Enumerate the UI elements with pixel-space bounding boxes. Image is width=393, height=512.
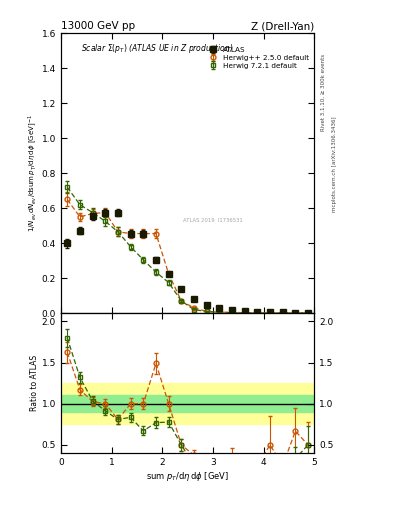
Y-axis label: Ratio to ATLAS: Ratio to ATLAS bbox=[30, 355, 39, 411]
Text: Z (Drell-Yan): Z (Drell-Yan) bbox=[251, 21, 314, 31]
X-axis label: sum $p_{T}/\mathrm{d}\eta\, \mathrm{d}\phi$ [GeV]: sum $p_{T}/\mathrm{d}\eta\, \mathrm{d}\p… bbox=[146, 470, 229, 483]
Text: ATLAS 2019  I1736531: ATLAS 2019 I1736531 bbox=[183, 218, 243, 223]
Y-axis label: $1/N_{ev}\, dN_{ev}/\mathrm{dsum}\, p_T/\mathrm{d}\eta\, \mathrm{d}\phi$ [GeV]$^: $1/N_{ev}\, dN_{ev}/\mathrm{dsum}\, p_T/… bbox=[26, 114, 39, 232]
Text: mcplots.cern.ch [arXiv:1306.3436]: mcplots.cern.ch [arXiv:1306.3436] bbox=[332, 116, 337, 211]
Text: Scalar $\Sigma(p_{T})$ (ATLAS UE in Z production): Scalar $\Sigma(p_{T})$ (ATLAS UE in Z pr… bbox=[81, 41, 233, 55]
Legend: ATLAS, Herwig++ 2.5.0 default, Herwig 7.2.1 default: ATLAS, Herwig++ 2.5.0 default, Herwig 7.… bbox=[204, 45, 311, 70]
Text: 13000 GeV pp: 13000 GeV pp bbox=[61, 21, 135, 31]
Bar bbox=[61, 395, 314, 412]
Bar bbox=[61, 383, 314, 424]
Text: Rivet 3.1.10, ≥ 300k events: Rivet 3.1.10, ≥ 300k events bbox=[320, 54, 325, 131]
